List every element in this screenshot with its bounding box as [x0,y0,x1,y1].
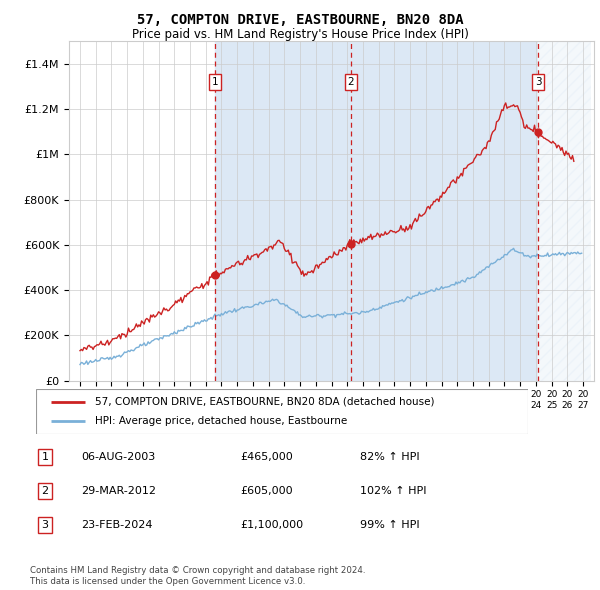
Text: This data is licensed under the Open Government Licence v3.0.: This data is licensed under the Open Gov… [30,577,305,586]
FancyBboxPatch shape [36,389,528,434]
Text: 3: 3 [535,77,541,87]
Text: 3: 3 [41,520,49,530]
Bar [351,41,538,381]
Text: Contains HM Land Registry data © Crown copyright and database right 2024.: Contains HM Land Registry data © Crown c… [30,566,365,575]
Bar [215,41,351,381]
Bar [538,41,591,381]
Text: 2: 2 [41,486,49,496]
Text: 99% ↑ HPI: 99% ↑ HPI [360,520,419,530]
Text: 06-AUG-2003: 06-AUG-2003 [81,452,155,461]
Text: 57, COMPTON DRIVE, EASTBOURNE, BN20 8DA (detached house): 57, COMPTON DRIVE, EASTBOURNE, BN20 8DA … [95,397,434,407]
Text: £605,000: £605,000 [240,486,293,496]
Text: 2: 2 [347,77,355,87]
Text: £1,100,000: £1,100,000 [240,520,303,530]
Text: 82% ↑ HPI: 82% ↑ HPI [360,452,419,461]
Text: 23-FEB-2024: 23-FEB-2024 [81,520,152,530]
Bar [538,41,591,381]
Text: £465,000: £465,000 [240,452,293,461]
Text: 29-MAR-2012: 29-MAR-2012 [81,486,156,496]
Text: 57, COMPTON DRIVE, EASTBOURNE, BN20 8DA: 57, COMPTON DRIVE, EASTBOURNE, BN20 8DA [137,13,463,27]
Text: 1: 1 [212,77,218,87]
Text: 1: 1 [41,452,49,461]
Text: HPI: Average price, detached house, Eastbourne: HPI: Average price, detached house, East… [95,417,347,426]
Text: 102% ↑ HPI: 102% ↑ HPI [360,486,427,496]
Text: Price paid vs. HM Land Registry's House Price Index (HPI): Price paid vs. HM Land Registry's House … [131,28,469,41]
